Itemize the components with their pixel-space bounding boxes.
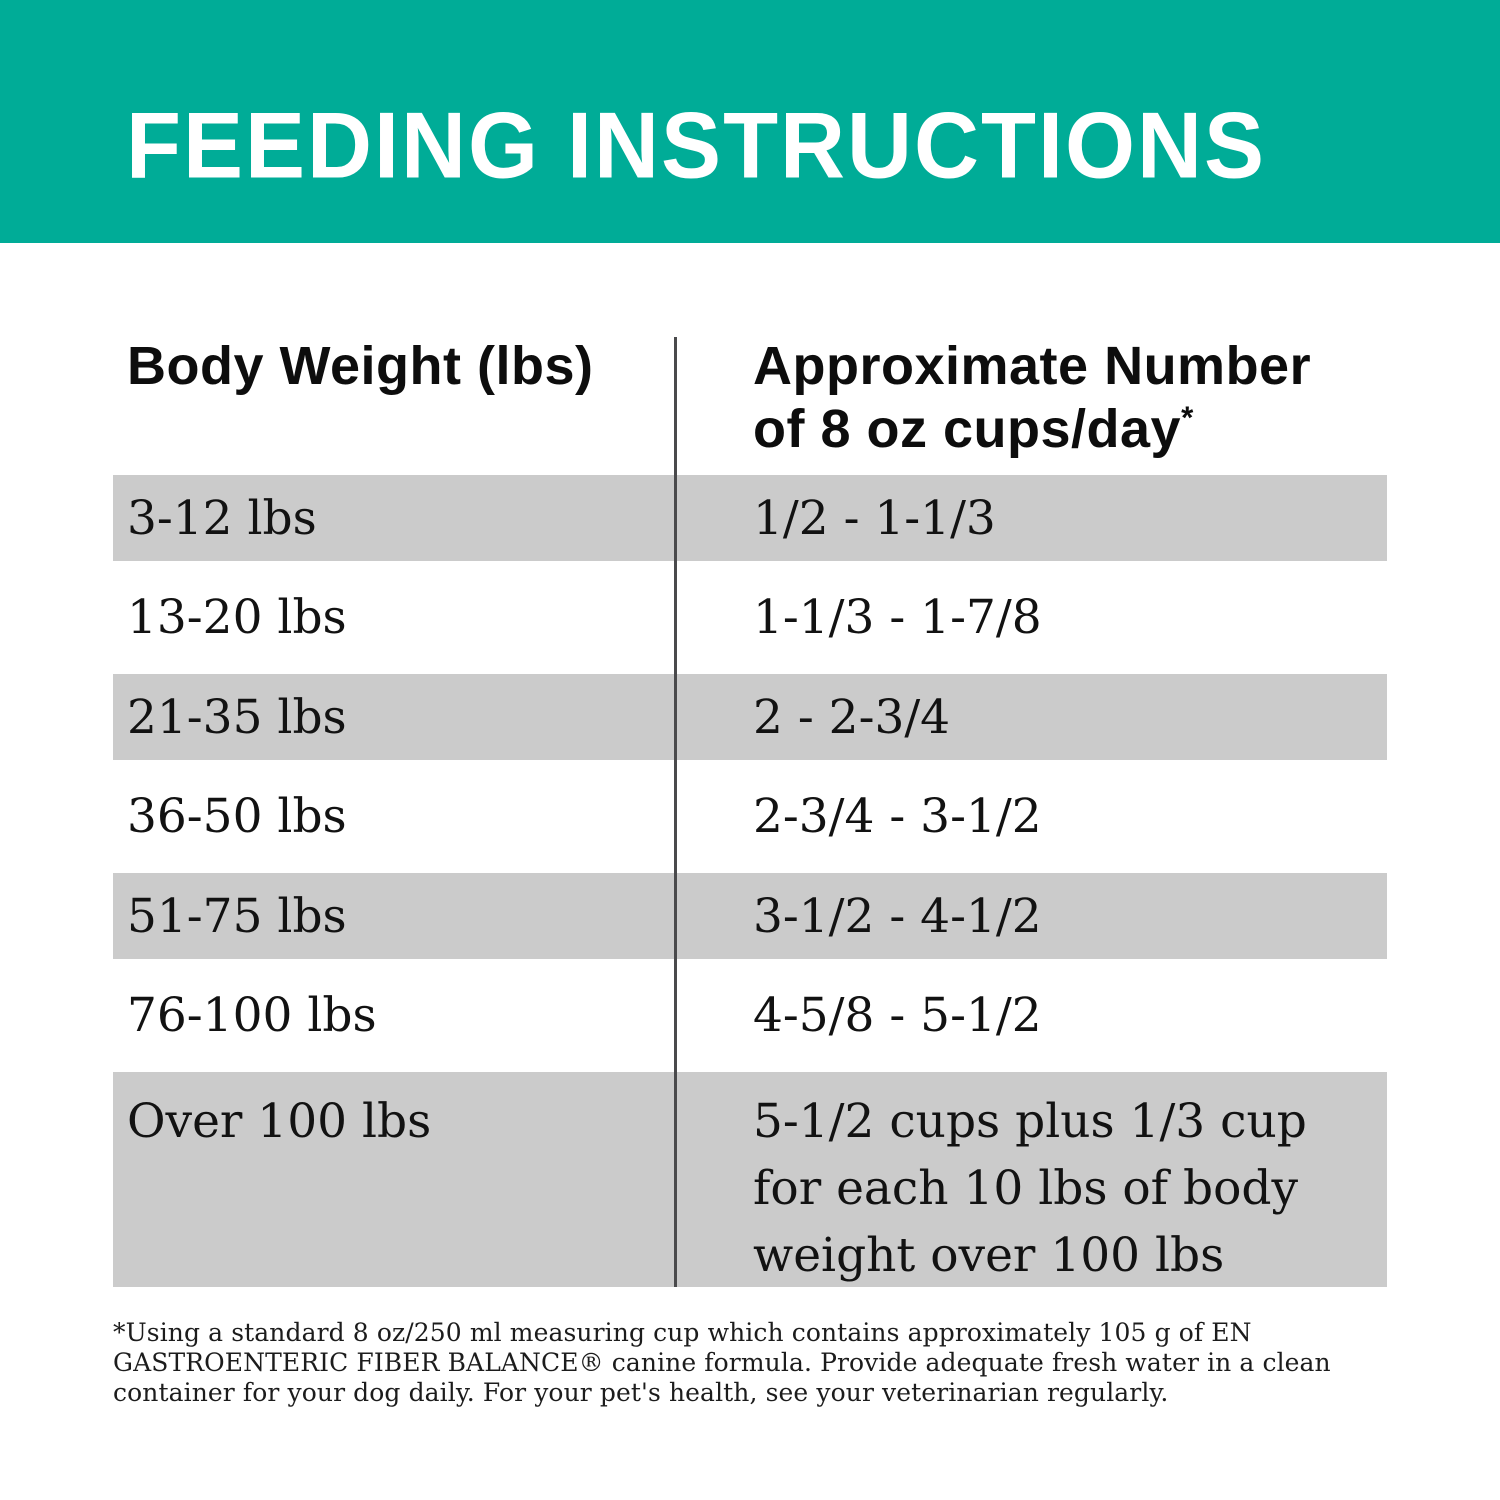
table-section: Body Weight (lbs) Approximate Number of … [113, 335, 1387, 1287]
footnote: *Using a standard 8 oz/250 ml measuring … [113, 1318, 1331, 1407]
body-weight-cell: 76-100 lbs [127, 988, 377, 1043]
table-row: 36-50 lbs 2-3/4 - 3-1/2 [113, 760, 1387, 873]
body-weight-cell: Over 100 lbs [127, 1094, 432, 1149]
feeding-table: Body Weight (lbs) Approximate Number of … [113, 335, 1387, 1287]
table-row: 51-75 lbs 3-1/2 - 4-1/2 [113, 873, 1387, 959]
body-weight-cell: 51-75 lbs [127, 888, 347, 944]
col-header-cups-line2: of 8 oz cups/day [753, 399, 1182, 459]
table-row: Over 100 lbs 5-1/2 cups plus 1/3 cup for… [113, 1072, 1387, 1287]
cups-per-day-cell: 1-1/3 - 1-7/8 [753, 590, 1042, 645]
col-header-cups-per-day: Approximate Number of 8 oz cups/day* [674, 335, 1387, 461]
table-body: 3-12 lbs 1/2 - 1-1/3 13-20 lbs 1-1/3 - 1… [113, 475, 1387, 1287]
footnote-asterisk-marker: * [1181, 400, 1194, 435]
cups-per-day-cell: 2-3/4 - 3-1/2 [753, 789, 1042, 844]
cups-per-day-cell: 4-5/8 - 5-1/2 [753, 988, 1042, 1043]
table-row: 76-100 lbs 4-5/8 - 5-1/2 [113, 959, 1387, 1072]
cups-per-day-cell: 1/2 - 1-1/3 [753, 490, 996, 546]
cups-per-day-cell: 3-1/2 - 4-1/2 [753, 888, 1042, 944]
banner: FEEDING INSTRUCTIONS [0, 0, 1500, 243]
table-row: 13-20 lbs 1-1/3 - 1-7/8 [113, 561, 1387, 674]
table-row: 3-12 lbs 1/2 - 1-1/3 [113, 475, 1387, 561]
column-divider [674, 337, 677, 1287]
table-header-row: Body Weight (lbs) Approximate Number of … [113, 335, 1387, 475]
cups-per-day-cell: 5-1/2 cups plus 1/3 cup for each 10 lbs … [753, 1094, 1307, 1283]
table-row: 21-35 lbs 2 - 2-3/4 [113, 674, 1387, 760]
col-header-body-weight: Body Weight (lbs) [127, 336, 594, 396]
cups-per-day-cell: 2 - 2-3/4 [753, 689, 951, 745]
body-weight-cell: 3-12 lbs [127, 490, 317, 546]
body-weight-cell: 36-50 lbs [127, 789, 347, 844]
col-header-cups-line1: Approximate Number [753, 336, 1312, 396]
body-weight-cell: 21-35 lbs [127, 689, 347, 745]
body-weight-cell: 13-20 lbs [127, 590, 347, 645]
page-title: FEEDING INSTRUCTIONS [126, 94, 1267, 199]
